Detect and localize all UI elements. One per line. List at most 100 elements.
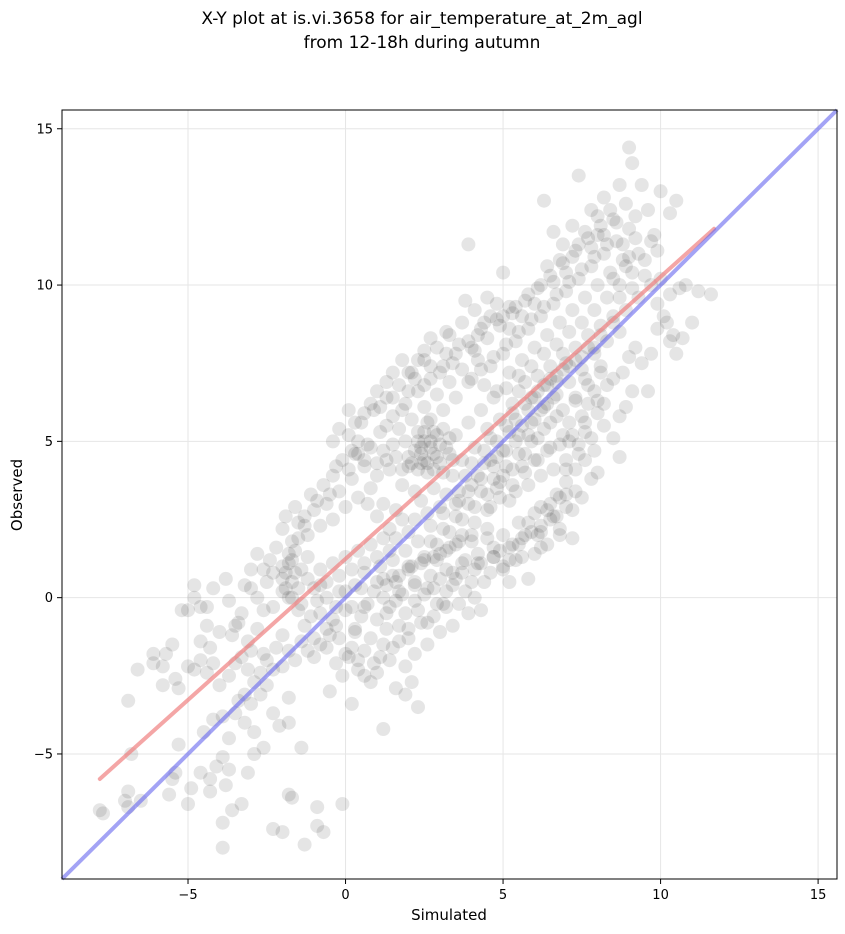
data-point-111	[310, 800, 325, 815]
data-point-329	[672, 281, 687, 296]
data-point-64	[319, 590, 334, 605]
data-point-667	[379, 375, 394, 389]
data-point-335	[666, 328, 681, 343]
data-point-110	[316, 825, 331, 840]
data-point-162	[414, 556, 429, 571]
data-point-609	[278, 565, 293, 580]
data-point-678	[483, 309, 498, 324]
data-point-21	[206, 656, 221, 671]
data-point-52	[288, 565, 303, 580]
data-point-585	[404, 456, 419, 471]
data-point-258	[379, 390, 394, 405]
data-point-279	[458, 293, 473, 308]
data-point-383	[562, 434, 577, 449]
data-point-202	[370, 509, 384, 524]
data-point-212	[423, 440, 438, 455]
data-point-334	[675, 331, 690, 346]
data-point-686	[533, 278, 548, 293]
data-point-659	[452, 337, 466, 352]
data-point-57	[285, 575, 299, 589]
data-point-572	[578, 415, 592, 430]
data-point-763	[483, 565, 498, 580]
data-point-158	[388, 575, 403, 589]
data-point-294	[552, 315, 567, 330]
data-point-550	[496, 562, 511, 577]
data-point-123	[404, 675, 419, 690]
data-point-271	[461, 334, 476, 349]
data-point-345	[593, 359, 608, 374]
data-point-195	[325, 512, 340, 527]
data-point-116	[351, 653, 366, 668]
data-point-281	[470, 353, 485, 368]
data-point-376	[612, 450, 627, 464]
data-point-480	[581, 231, 596, 246]
data-point-188	[275, 521, 290, 536]
data-point-481	[587, 249, 602, 264]
data-point-26	[225, 628, 240, 643]
data-point-319	[634, 178, 649, 192]
data-point-259	[385, 409, 400, 424]
data-point-381	[552, 490, 567, 505]
data-point-92	[237, 715, 252, 730]
data-point-670	[357, 406, 372, 421]
data-point-282	[477, 378, 492, 393]
data-point-145	[426, 609, 441, 624]
data-point-444	[341, 462, 356, 477]
data-point-357	[518, 465, 533, 480]
data-point-468	[505, 306, 520, 321]
data-point-692	[571, 237, 586, 252]
data-point-73	[266, 706, 281, 721]
data-point-682	[508, 299, 523, 314]
data-point-405	[439, 487, 454, 502]
data-point-155	[366, 584, 381, 599]
data-point-355	[530, 453, 545, 468]
data-point-146	[433, 625, 447, 639]
data-point-323	[663, 206, 677, 221]
data-point-287	[508, 334, 523, 349]
data-point-524	[555, 403, 570, 418]
data-point-492	[656, 309, 671, 324]
data-point-486	[618, 259, 633, 274]
data-point-536	[366, 656, 381, 671]
data-point-747	[319, 640, 334, 655]
data-point-303	[609, 234, 624, 249]
data-point-759	[445, 578, 460, 593]
data-point-272	[467, 303, 482, 318]
data-point-8	[130, 662, 145, 677]
regression-line	[97, 226, 717, 781]
data-point-120	[376, 722, 391, 736]
data-point-532	[335, 668, 350, 683]
data-point-544	[439, 584, 454, 599]
data-point-79	[240, 765, 255, 780]
data-point-755	[407, 593, 422, 608]
data-point-503	[423, 518, 438, 533]
data-point-721	[458, 468, 473, 483]
data-point-264	[417, 353, 432, 368]
data-point-224	[474, 403, 488, 418]
data-point-293	[546, 296, 561, 311]
data-point-679	[489, 296, 504, 311]
data-point-304	[615, 253, 630, 267]
data-point-336	[659, 315, 674, 330]
data-point-373	[618, 400, 633, 414]
data-point-285	[496, 346, 511, 361]
data-point-676	[470, 328, 485, 343]
data-point-306	[537, 193, 551, 208]
data-point-541	[411, 603, 425, 618]
data-point-358	[511, 446, 526, 461]
data-point-509	[461, 484, 476, 499]
data-point-104	[266, 822, 281, 836]
data-point-49	[266, 565, 281, 580]
data-point-189	[285, 534, 299, 549]
data-point-301	[596, 246, 611, 261]
data-point-147	[439, 600, 454, 614]
plot-frame	[61, 109, 838, 880]
data-point-588	[426, 462, 441, 477]
data-point-603	[329, 459, 344, 474]
data-point-38	[193, 600, 208, 614]
data-point-587	[417, 425, 432, 439]
data-point-99	[184, 781, 199, 796]
data-point-35	[181, 603, 195, 618]
data-point-613	[297, 618, 312, 633]
data-point-16	[171, 681, 186, 696]
